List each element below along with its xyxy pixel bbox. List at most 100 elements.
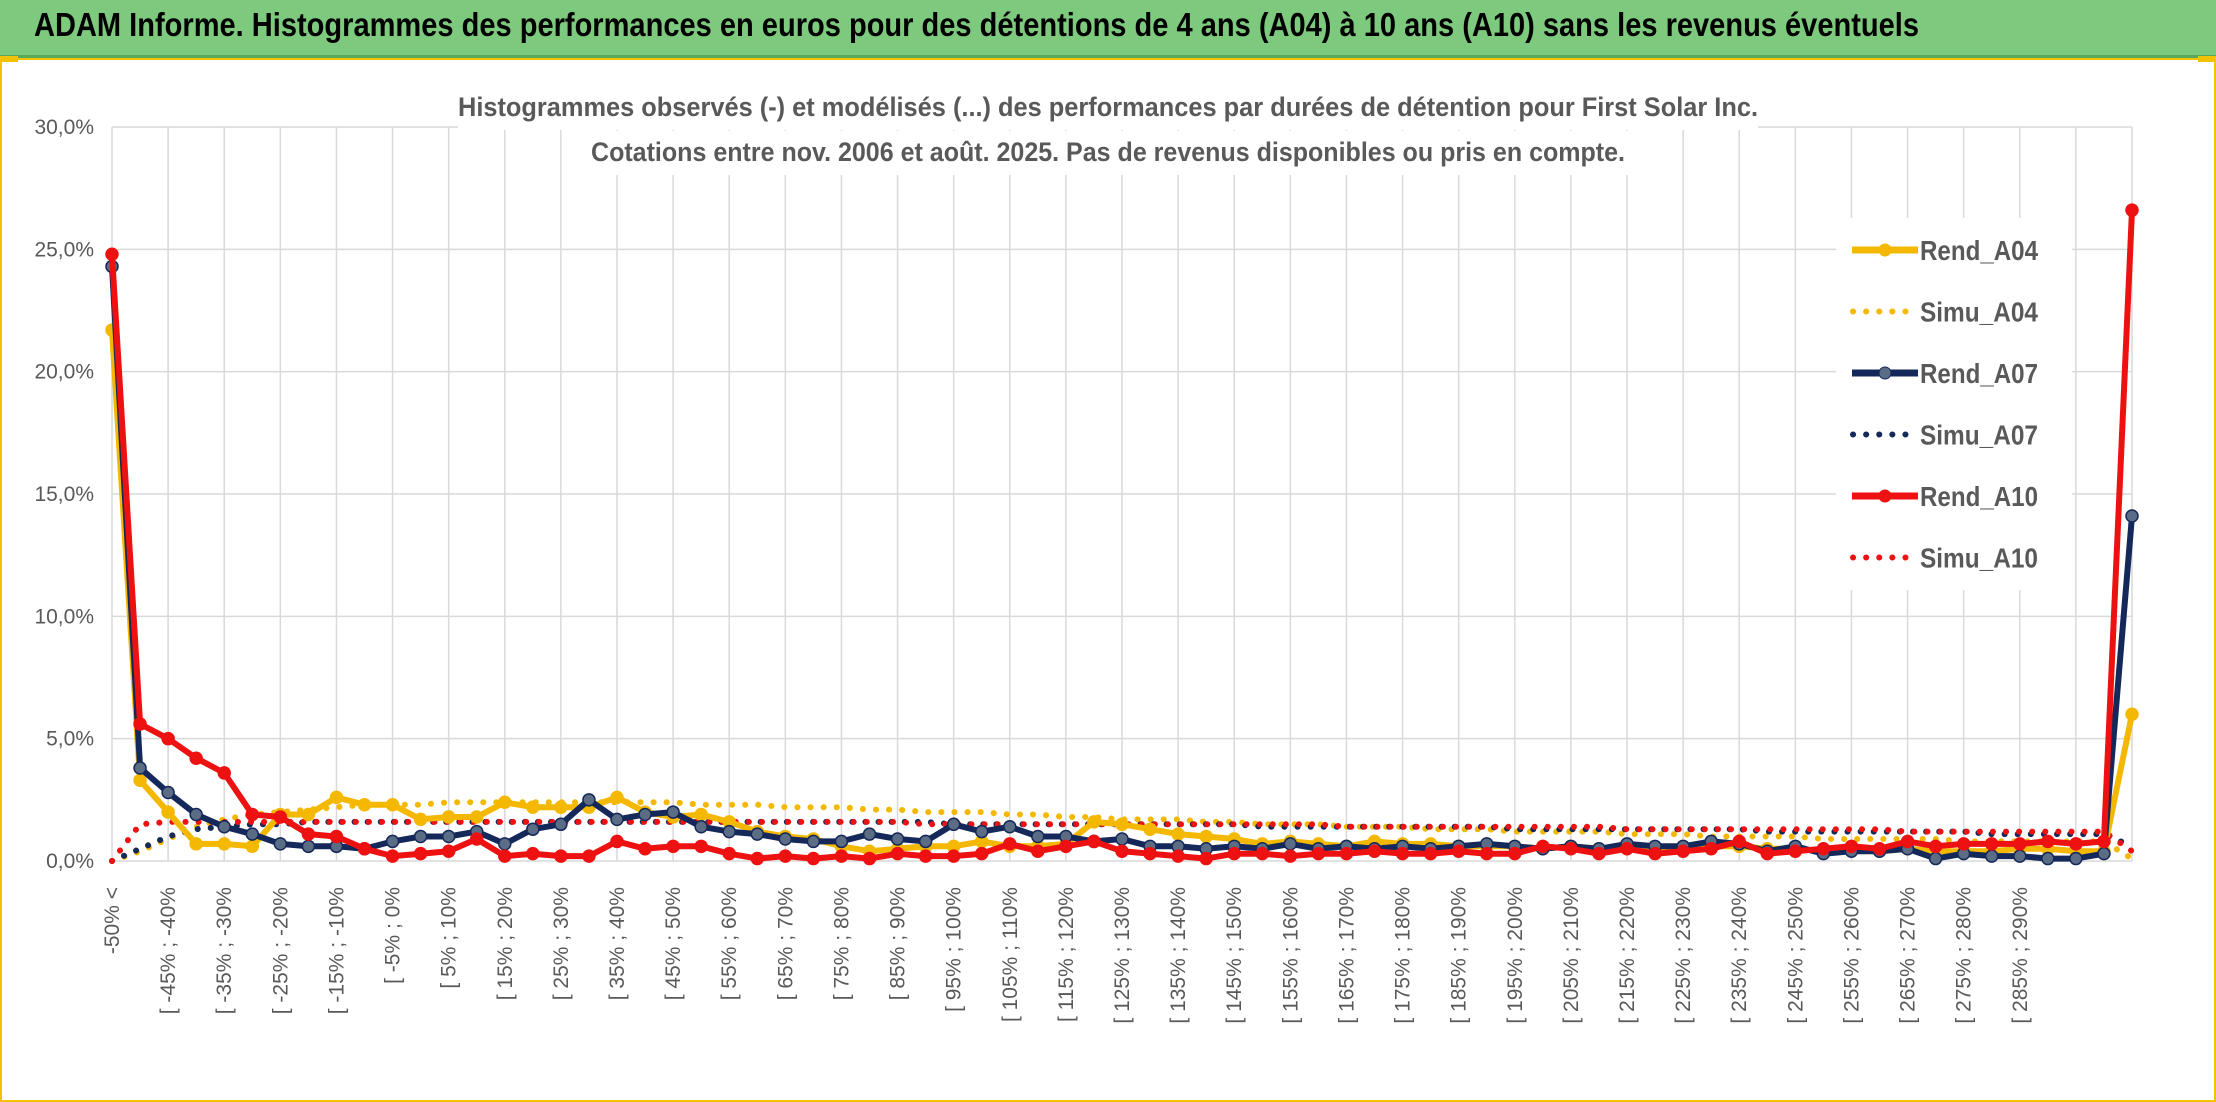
point-Rend_A10	[1171, 849, 1185, 863]
point-Rend_A07	[2069, 851, 2083, 866]
point-Rend_A10	[1984, 837, 1999, 851]
y-tick-label: 0,0%	[46, 850, 94, 873]
point-Rend_A04	[1199, 829, 1213, 844]
legend-marker	[1878, 489, 1892, 503]
point-Rend_A10	[1620, 842, 1634, 856]
x-tick-label: [ 265% ; 270%	[1897, 887, 1920, 1024]
point-Rend_A04	[133, 773, 147, 788]
point-Rend_A10	[1031, 844, 1045, 858]
point-Rend_A07	[498, 837, 512, 851]
point-Rend_A10	[862, 851, 877, 866]
point-Rend_A10	[638, 842, 652, 856]
point-Rend_A10	[1199, 851, 1213, 866]
point-Rend_A07	[245, 827, 260, 841]
point-Rend_A10	[2097, 834, 2111, 849]
point-Rend_A10	[1339, 846, 1354, 861]
point-Rend_A04	[694, 807, 708, 822]
x-tick-label: [ 225% ; 230%	[1672, 887, 1695, 1024]
x-tick-label: [ -15% ; -10%	[325, 887, 348, 1014]
point-Rend_A07	[441, 829, 456, 844]
point-Rend_A04	[217, 837, 231, 851]
point-Rend_A04	[526, 800, 540, 814]
point-Rend_A07	[610, 812, 624, 827]
point-Rend_A10	[1423, 846, 1438, 861]
point-Rend_A10	[1479, 846, 1494, 861]
point-Rend_A10	[189, 751, 203, 765]
point-Rend_A07	[862, 827, 877, 841]
point-Rend_A04	[1171, 827, 1185, 841]
point-Rend_A10	[1227, 846, 1241, 861]
y-tick-label: 15,0%	[34, 483, 94, 506]
point-Rend_A07	[890, 832, 905, 846]
legend-label: Simu_A07	[1920, 420, 2038, 451]
point-Rend_A10	[974, 846, 989, 861]
legend-item: Rend_A10	[1852, 481, 2038, 512]
point-Rend_A07	[554, 817, 568, 832]
point-Rend_A10	[554, 849, 568, 863]
point-Rend_A10	[357, 842, 372, 856]
y-tick-label: 5,0%	[46, 728, 94, 751]
point-Rend_A10	[1087, 834, 1101, 849]
point-Rend_A07	[2041, 851, 2055, 866]
point-Rend_A10	[722, 846, 736, 861]
point-Rend_A10	[834, 849, 849, 863]
point-Rend_A10	[1367, 844, 1382, 858]
point-Rend_A04	[498, 795, 512, 810]
x-tick-label: [ 205% ; 210%	[1560, 887, 1583, 1024]
point-Rend_A10	[918, 849, 933, 863]
legend-label: Rend_A07	[1920, 358, 2038, 389]
legend-marker	[1878, 243, 1892, 257]
x-tick-label: [ 165% ; 170%	[1335, 887, 1358, 1024]
point-Rend_A10	[1592, 846, 1606, 861]
point-Rend_A10	[2069, 837, 2083, 851]
point-Rend_A04	[469, 810, 484, 824]
point-Rend_A07	[1283, 837, 1298, 851]
point-Rend_A10	[385, 849, 400, 863]
point-Rend_A07	[2125, 509, 2139, 523]
x-tick-label: [ 255% ; 260%	[1840, 887, 1863, 1024]
x-tick-label: [ 85% ; 90%	[887, 887, 910, 1000]
legend-item: Rend_A04	[1852, 235, 2038, 266]
point-Rend_A10	[245, 807, 260, 822]
point-Rend_A04	[189, 837, 203, 851]
point-Rend_A07	[189, 807, 203, 822]
point-Rend_A07	[1984, 849, 1999, 863]
y-axis-ticks: 0,0% 5,0% 10,0% 15,0% 20,0% 25,0% 30,0%	[34, 116, 94, 873]
point-Rend_A10	[946, 849, 961, 863]
point-Rend_A04	[301, 807, 316, 822]
point-Rend_A07	[217, 819, 231, 834]
point-Rend_A10	[1872, 842, 1887, 856]
point-Rend_A07	[638, 807, 652, 822]
point-Rend_A04	[610, 790, 624, 805]
x-tick-label: [ 95% ; 100%	[943, 887, 966, 1012]
x-axis-ticks: -50% < [ -45% ; -40% [ -35% ; -30% [ -25% ;…	[101, 887, 2032, 1024]
point-Rend_A10	[1704, 842, 1718, 856]
point-Rend_A07	[161, 785, 175, 800]
x-tick-label: [ 25% ; 30%	[550, 887, 573, 1000]
point-Rend_A04	[554, 800, 568, 814]
point-Rend_A10	[1564, 842, 1578, 856]
x-tick-label: [ 195% ; 200%	[1504, 887, 1527, 1024]
x-tick-label: [ 185% ; 190%	[1448, 887, 1471, 1024]
point-Rend_A04	[441, 810, 456, 824]
y-tick-label: 20,0%	[34, 361, 94, 384]
point-Rend_A10	[2125, 203, 2139, 217]
point-Rend_A07	[722, 824, 736, 839]
point-Rend_A10	[1760, 846, 1775, 861]
point-Rend_A10	[329, 829, 344, 844]
point-Rend_A10	[1255, 846, 1270, 861]
point-Rend_A10	[301, 827, 316, 841]
point-Rend_A10	[1900, 834, 1915, 849]
point-Rend_A10	[217, 766, 231, 780]
point-Rend_A07	[694, 819, 708, 834]
point-Rend_A10	[582, 849, 596, 863]
legend-item: Rend_A07	[1852, 358, 2038, 389]
x-tick-label: [ -45% ; -40%	[157, 887, 180, 1014]
x-tick-label: [ -35% ; -30%	[213, 887, 236, 1014]
point-Rend_A07	[946, 817, 961, 832]
x-tick-label: [ 175% ; 180%	[1392, 887, 1415, 1024]
x-tick-label: [ 145% ; 150%	[1223, 887, 1246, 1024]
point-Rend_A10	[1059, 839, 1073, 854]
point-Rend_A07	[2097, 846, 2111, 861]
point-Rend_A10	[1536, 839, 1550, 854]
